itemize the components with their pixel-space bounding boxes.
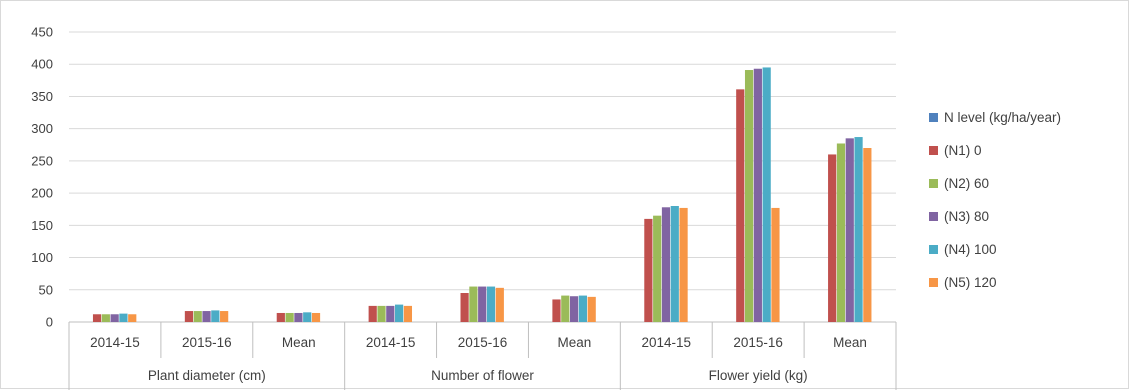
legend-swatch (929, 113, 938, 122)
x-category-label: 2015-16 (733, 335, 783, 350)
bar (184, 311, 194, 322)
bar (110, 314, 119, 322)
bar (771, 207, 780, 322)
legend-label: (N5) 120 (944, 275, 997, 290)
bar (377, 305, 386, 322)
bar (294, 312, 303, 322)
bar (211, 310, 220, 322)
x-group-label: Plant diameter (cm) (148, 368, 266, 383)
bar (552, 299, 561, 322)
legend-swatch (929, 245, 938, 254)
x-category-label: 2015-16 (458, 335, 508, 350)
bar (863, 148, 872, 322)
legend-label: N level (kg/ha/year) (944, 110, 1061, 125)
bar (845, 138, 854, 322)
bar (128, 314, 137, 322)
bar (478, 286, 487, 322)
y-tick-label: 150 (31, 218, 53, 233)
y-tick-label: 100 (31, 250, 53, 265)
y-tick-label: 300 (31, 121, 53, 136)
bar (101, 314, 110, 322)
bar (679, 207, 688, 322)
legend-label: (N3) 80 (944, 209, 989, 224)
bar (193, 311, 202, 322)
x-group-label: Flower yield (kg) (709, 368, 808, 383)
bar (303, 312, 312, 322)
y-tick-label: 200 (31, 186, 53, 201)
bar (460, 293, 469, 322)
bar (854, 137, 863, 322)
legend-label: (N2) 60 (944, 176, 989, 191)
y-tick-label: 350 (31, 89, 53, 104)
y-tick-label: 400 (31, 57, 53, 72)
y-tick-label: 0 (46, 315, 53, 330)
bar (587, 296, 596, 322)
bar (469, 286, 478, 322)
bar (736, 89, 745, 322)
bar (836, 143, 846, 322)
bar (486, 286, 496, 322)
bar (119, 313, 128, 322)
bar (578, 295, 587, 322)
bar (403, 305, 413, 322)
legend-label: (N1) 0 (944, 143, 982, 158)
x-category-label: 2014-15 (90, 335, 140, 350)
legend-label: (N4) 100 (944, 242, 997, 257)
y-tick-label: 450 (31, 25, 53, 40)
bar (495, 287, 504, 322)
bar (386, 305, 395, 322)
bar (395, 304, 404, 322)
bar (828, 154, 837, 322)
bar (276, 312, 285, 322)
legend-swatch (929, 146, 938, 155)
x-category-label: Mean (833, 335, 867, 350)
bar (744, 70, 754, 323)
bar (753, 68, 762, 322)
bar (569, 296, 579, 322)
bar (670, 206, 679, 322)
y-tick-label: 50 (39, 282, 53, 297)
bar (762, 67, 771, 322)
bar (644, 218, 653, 322)
bar (285, 312, 294, 322)
bar (202, 311, 211, 322)
x-category-label: 2015-16 (182, 335, 232, 350)
bar (561, 295, 570, 322)
bar (220, 311, 229, 322)
x-category-label: 2014-15 (642, 335, 692, 350)
legend-swatch (929, 212, 938, 221)
x-category-label: Mean (557, 335, 591, 350)
x-category-label: Mean (282, 335, 316, 350)
bar (92, 314, 102, 322)
bar (368, 305, 377, 322)
bar (311, 312, 321, 322)
legend-swatch (929, 278, 938, 287)
y-tick-label: 250 (31, 153, 53, 168)
bar (661, 207, 671, 322)
legend-swatch (929, 179, 938, 188)
x-group-label: Number of flower (431, 368, 534, 383)
bar (653, 215, 662, 322)
x-category-label: 2014-15 (366, 335, 416, 350)
